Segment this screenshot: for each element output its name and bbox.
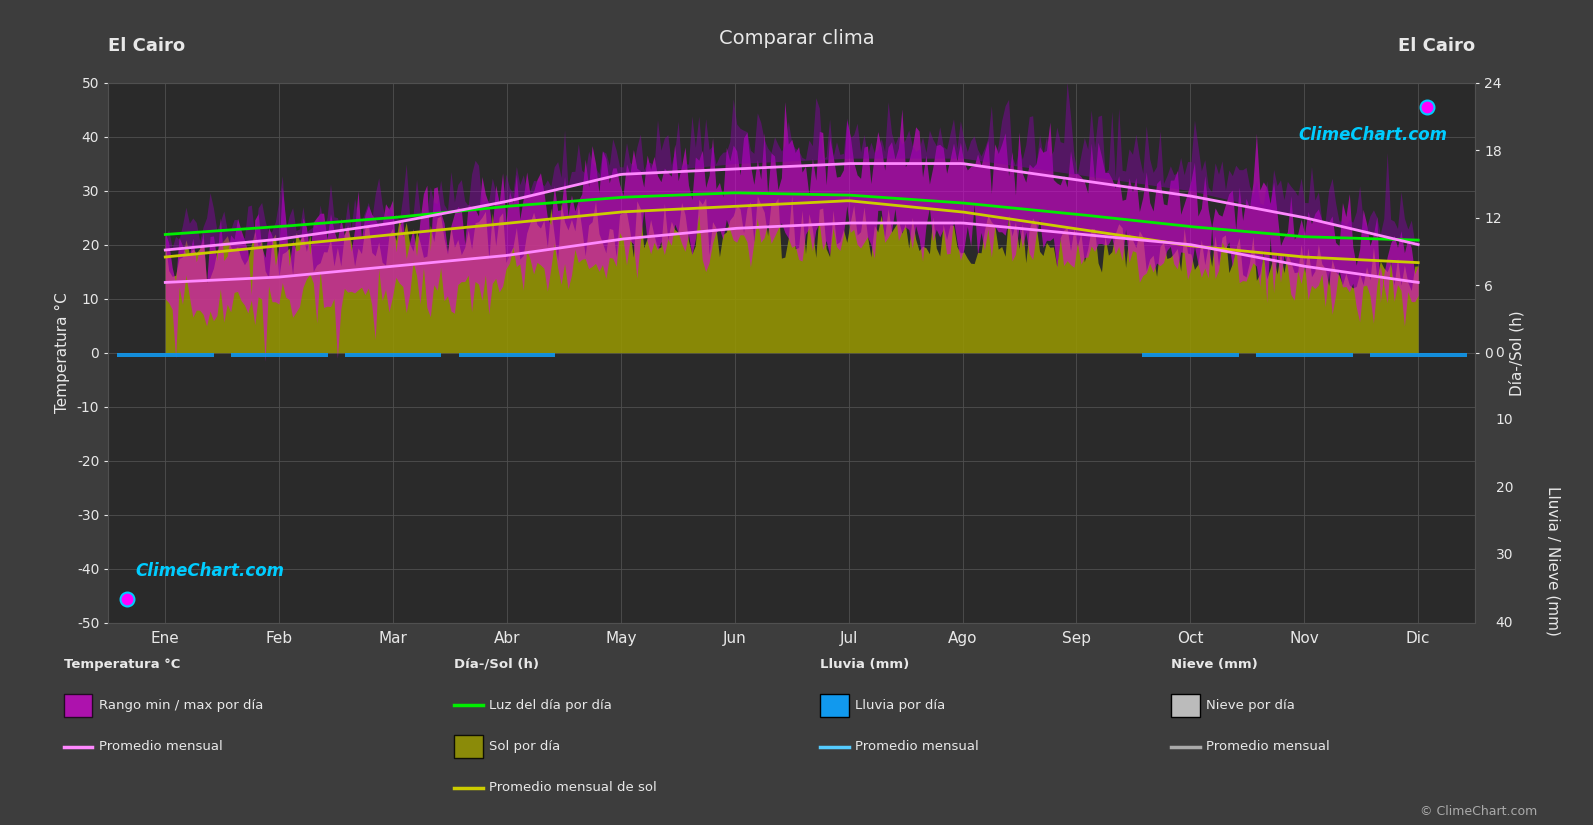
Bar — [231, 353, 328, 357]
Y-axis label: Temperatura °C: Temperatura °C — [54, 292, 70, 413]
Text: Sol por día: Sol por día — [489, 740, 561, 753]
Y-axis label: Día-/Sol (h): Día-/Sol (h) — [1509, 310, 1525, 395]
Text: Promedio mensual de sol: Promedio mensual de sol — [489, 781, 656, 794]
Bar — [1255, 353, 1352, 357]
Text: Rango min / max por día: Rango min / max por día — [99, 699, 263, 712]
Text: Nieve por día: Nieve por día — [1206, 699, 1295, 712]
Bar — [116, 353, 213, 357]
Text: Lluvia (mm): Lluvia (mm) — [820, 658, 910, 671]
Text: © ClimeChart.com: © ClimeChart.com — [1419, 805, 1537, 818]
Text: Luz del día por día: Luz del día por día — [489, 699, 612, 712]
Text: Lluvia / Nieve (mm): Lluvia / Nieve (mm) — [1545, 486, 1561, 636]
Text: Día-/Sol (h): Día-/Sol (h) — [454, 658, 538, 671]
Text: 20: 20 — [1496, 481, 1513, 495]
Bar — [459, 353, 556, 357]
Text: El Cairo: El Cairo — [108, 37, 185, 55]
Text: Temperatura °C: Temperatura °C — [64, 658, 180, 671]
Text: 0: 0 — [1496, 346, 1504, 360]
Text: 10: 10 — [1496, 413, 1513, 427]
Text: Nieve (mm): Nieve (mm) — [1171, 658, 1257, 671]
Text: Promedio mensual: Promedio mensual — [1206, 740, 1330, 753]
Text: Promedio mensual: Promedio mensual — [855, 740, 980, 753]
Text: ClimeChart.com: ClimeChart.com — [135, 562, 285, 580]
Text: Promedio mensual: Promedio mensual — [99, 740, 223, 753]
Text: ClimeChart.com: ClimeChart.com — [1298, 125, 1448, 144]
Bar — [1142, 353, 1239, 357]
Text: Lluvia por día: Lluvia por día — [855, 699, 946, 712]
Text: Comparar clima: Comparar clima — [718, 29, 875, 48]
Bar — [1370, 353, 1467, 357]
Text: 40: 40 — [1496, 616, 1513, 629]
Bar — [344, 353, 441, 357]
Text: 30: 30 — [1496, 549, 1513, 563]
Text: El Cairo: El Cairo — [1399, 37, 1475, 55]
